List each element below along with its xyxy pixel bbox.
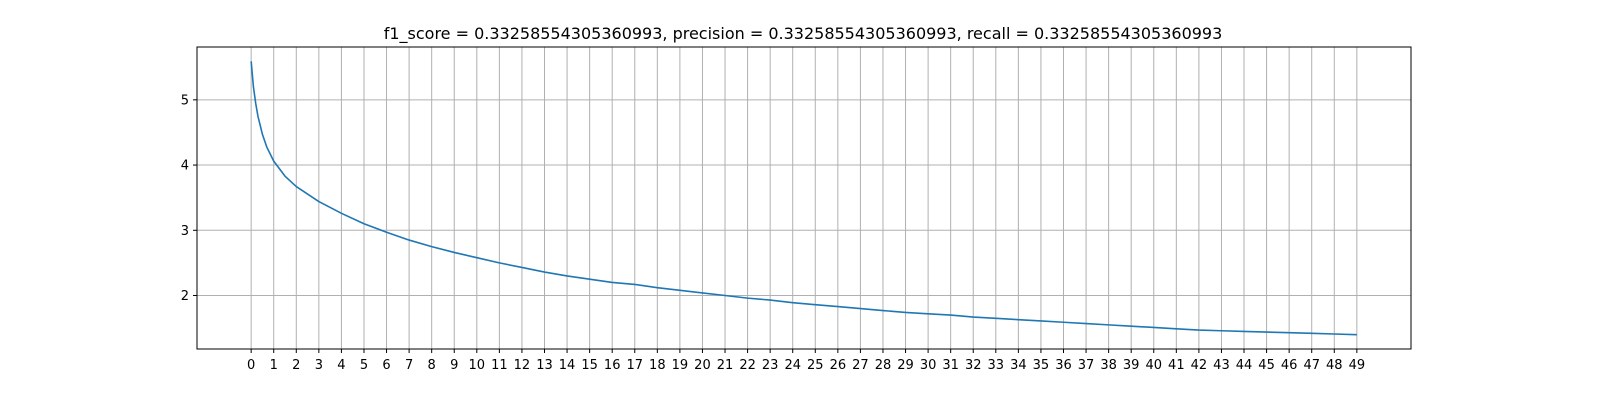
x-tick-label: 34 (1010, 358, 1027, 373)
x-tick-label: 41 (1168, 358, 1185, 373)
y-tick-label: 3 (181, 224, 189, 239)
x-tick-label: 44 (1236, 358, 1253, 373)
x-tick-label: 11 (491, 358, 508, 373)
plot-area-frame (196, 46, 1412, 350)
x-tick-label: 21 (717, 358, 734, 373)
x-tick-label: 30 (920, 358, 937, 373)
x-tick-label: 38 (1100, 358, 1117, 373)
x-tick-label: 10 (469, 358, 486, 373)
series-line (250, 61, 1357, 336)
y-tick-label: 4 (181, 159, 189, 174)
x-tick-label: 47 (1303, 358, 1320, 373)
x-tick-label: 3 (315, 358, 323, 373)
y-tick-label: 2 (181, 289, 189, 304)
x-tick-label: 42 (1191, 358, 1208, 373)
x-tick-label: 45 (1258, 358, 1275, 373)
x-tick-label: 24 (784, 358, 801, 373)
x-tick-label: 8 (428, 358, 436, 373)
chart-title: f1_score = 0.33258554305360993, precisio… (384, 24, 1223, 44)
x-tick-label: 49 (1349, 358, 1366, 373)
x-tick-label: 27 (852, 358, 869, 373)
x-tick-label: 25 (807, 358, 824, 373)
x-tick-label: 32 (965, 358, 982, 373)
x-tick-label: 18 (649, 358, 666, 373)
x-tick-label: 40 (1145, 358, 1162, 373)
x-tick-label: 33 (988, 358, 1005, 373)
x-tick-label: 14 (559, 358, 576, 373)
x-tick-label: 48 (1326, 358, 1343, 373)
x-tick-label: 28 (875, 358, 892, 373)
x-tick-label: 37 (1078, 358, 1095, 373)
x-tick-label: 17 (626, 358, 643, 373)
x-tick-label: 20 (694, 358, 711, 373)
x-tick-label: 23 (762, 358, 779, 373)
x-tick-label: 9 (450, 358, 458, 373)
x-tick-label: 22 (739, 358, 756, 373)
x-tick-label: 39 (1123, 358, 1140, 373)
x-tick-label: 1 (270, 358, 278, 373)
x-tick-label: 19 (672, 358, 689, 373)
x-tick-label: 2 (292, 358, 300, 373)
x-tick-label: 15 (581, 358, 598, 373)
x-tick-label: 7 (405, 358, 413, 373)
y-tick-label: 5 (181, 93, 189, 108)
x-tick-label: 13 (536, 358, 553, 373)
x-tick-label: 31 (942, 358, 959, 373)
x-axis: 0 1 2 3 4 5 6 7 8 9 10 11 12 13 14 15 16 17 18 19 20 21 22 23 24… (247, 349, 1365, 373)
x-tick-label: 35 (1033, 358, 1050, 373)
x-tick-label: 6 (382, 358, 390, 373)
x-tick-label: 4 (337, 358, 345, 373)
x-tick-label: 26 (830, 358, 847, 373)
series-layer (250, 61, 1357, 336)
y-axis: 2 3 4 5 (181, 93, 197, 304)
x-tick-label: 0 (247, 358, 255, 373)
x-tick-label: 12 (514, 358, 531, 373)
x-tick-label: 36 (1055, 358, 1072, 373)
x-tick-label: 46 (1281, 358, 1298, 373)
x-tick-label: 5 (360, 358, 368, 373)
x-tick-label: 43 (1213, 358, 1230, 373)
x-tick-label: 29 (897, 358, 914, 373)
x-tick-label: 16 (604, 358, 621, 373)
